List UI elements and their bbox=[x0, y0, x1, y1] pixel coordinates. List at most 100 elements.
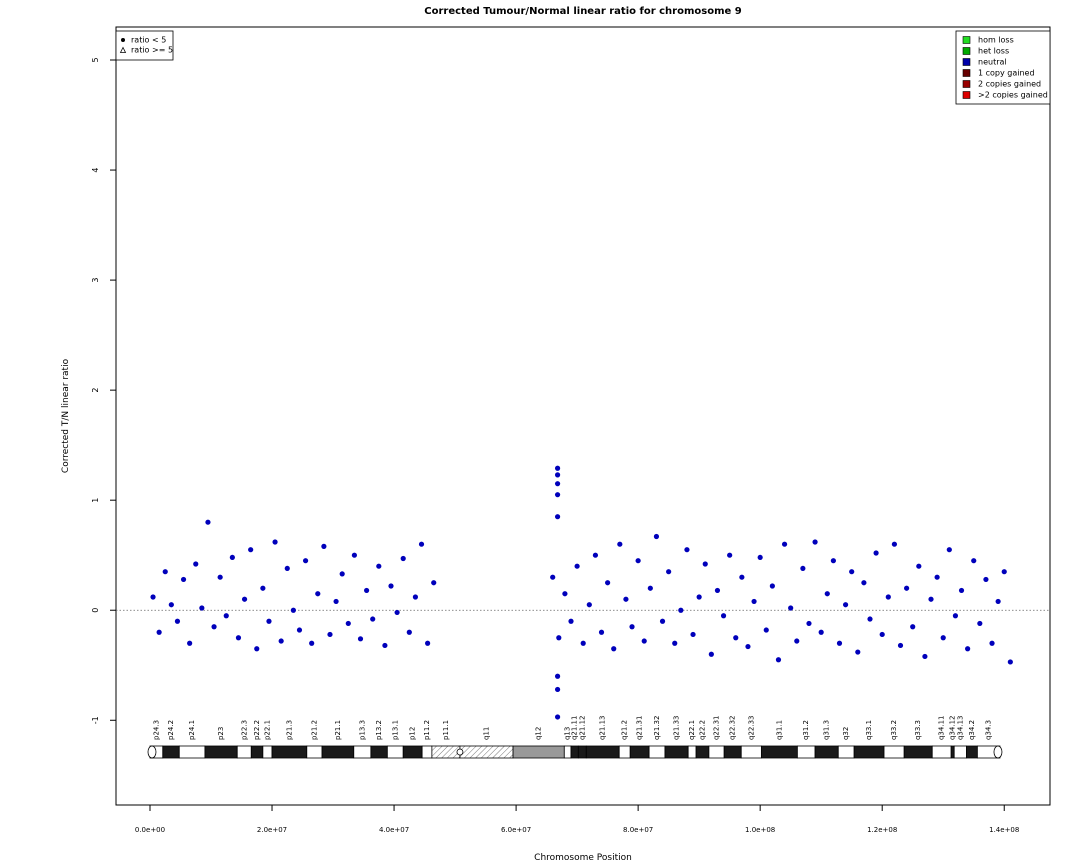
ideogram-band bbox=[271, 745, 308, 759]
data-point bbox=[739, 574, 745, 580]
band-label: q33.2 bbox=[890, 720, 898, 740]
data-point bbox=[309, 640, 315, 646]
band-label: p13.2 bbox=[375, 720, 383, 740]
data-point bbox=[922, 653, 928, 660]
x-axis-label: Chromosome Position bbox=[534, 853, 632, 863]
legend-label: 1 copy gained bbox=[978, 69, 1035, 78]
data-point bbox=[550, 574, 556, 580]
chart-title: Corrected Tumour/Normal linear ratio for… bbox=[424, 6, 742, 17]
data-point bbox=[958, 587, 965, 594]
legend-swatch bbox=[962, 91, 971, 99]
data-point bbox=[406, 629, 412, 635]
data-point bbox=[217, 574, 223, 580]
data-point bbox=[580, 640, 586, 646]
data-point bbox=[934, 574, 940, 580]
legend-box bbox=[955, 30, 1051, 105]
ideogram-band bbox=[162, 745, 180, 759]
data-point bbox=[327, 631, 333, 638]
data-point bbox=[733, 635, 739, 641]
band-label: q22.32 bbox=[729, 716, 737, 740]
ideogram-band bbox=[664, 745, 689, 759]
ideogram-band bbox=[837, 745, 855, 759]
y-tick-label: -1 bbox=[91, 716, 100, 724]
ideogram-band bbox=[370, 745, 388, 759]
data-point bbox=[672, 640, 678, 646]
data-point bbox=[629, 624, 635, 630]
band-label: p11.2 bbox=[423, 720, 431, 740]
ideogram-band bbox=[431, 745, 461, 759]
ideogram-band bbox=[421, 745, 433, 759]
data-point bbox=[885, 594, 891, 600]
data-point bbox=[554, 714, 561, 720]
data-point bbox=[400, 555, 406, 562]
ideogram-band bbox=[723, 745, 742, 759]
data-point bbox=[357, 636, 364, 642]
centromere bbox=[456, 748, 464, 756]
data-point bbox=[199, 605, 205, 611]
data-point bbox=[745, 643, 751, 650]
data-point bbox=[751, 598, 757, 605]
ideogram-band bbox=[931, 745, 952, 759]
y-tick-label: 1 bbox=[91, 498, 100, 503]
band-label: p22.1 bbox=[263, 720, 271, 740]
band-label: q34.12 bbox=[949, 716, 957, 740]
band-label: p13.1 bbox=[391, 720, 399, 740]
data-point bbox=[290, 607, 296, 613]
data-point bbox=[696, 594, 702, 600]
ideogram-band bbox=[853, 745, 885, 759]
data-point bbox=[940, 635, 946, 641]
x-tick-label: 6.0e+07 bbox=[501, 826, 531, 834]
data-point bbox=[824, 591, 830, 597]
data-point bbox=[211, 624, 217, 630]
data-point bbox=[788, 605, 794, 611]
legend-label: >2 copies gained bbox=[978, 91, 1048, 100]
data-point bbox=[800, 565, 806, 572]
data-point bbox=[248, 547, 254, 553]
data-point bbox=[260, 585, 266, 591]
data-point bbox=[775, 657, 782, 663]
data-point bbox=[425, 640, 431, 646]
ideogram-band bbox=[814, 745, 839, 759]
data-point bbox=[849, 569, 855, 575]
legend-swatch bbox=[962, 69, 971, 77]
y-tick-label: 3 bbox=[91, 278, 100, 283]
band-label: q21.32 bbox=[653, 716, 661, 740]
band-label: p21.1 bbox=[334, 720, 342, 740]
band-label: q11 bbox=[483, 727, 491, 740]
ideogram-band bbox=[577, 745, 587, 759]
band-label: p24.2 bbox=[167, 720, 175, 740]
data-point bbox=[150, 594, 156, 600]
data-point bbox=[617, 541, 623, 547]
data-point bbox=[321, 543, 327, 550]
ideogram-band bbox=[386, 745, 404, 759]
data-point bbox=[818, 629, 824, 635]
data-point bbox=[605, 580, 611, 586]
y-tick-label: 5 bbox=[91, 57, 100, 62]
data-point bbox=[193, 561, 199, 567]
ideogram-band bbox=[178, 745, 206, 759]
data-point bbox=[394, 609, 400, 616]
ideogram-band bbox=[708, 745, 725, 759]
data-point bbox=[278, 638, 284, 644]
data-point bbox=[554, 673, 561, 679]
band-label: q13 bbox=[564, 727, 572, 740]
y-axis-label: Corrected T/N linear ratio bbox=[61, 358, 71, 473]
ideogram-band bbox=[953, 745, 967, 759]
legend-symbol bbox=[119, 46, 127, 53]
data-point bbox=[554, 472, 561, 478]
data-point bbox=[592, 552, 599, 558]
band-label: q32 bbox=[842, 727, 850, 740]
data-point bbox=[727, 552, 733, 558]
data-point bbox=[388, 583, 394, 589]
legend-swatch bbox=[962, 80, 971, 88]
data-point bbox=[180, 576, 187, 583]
data-point bbox=[574, 563, 580, 569]
legend-swatch bbox=[962, 36, 971, 44]
data-point bbox=[647, 585, 653, 591]
ideogram-band bbox=[796, 745, 816, 759]
plot-frame bbox=[115, 26, 1051, 806]
ideogram-band bbox=[585, 745, 620, 759]
